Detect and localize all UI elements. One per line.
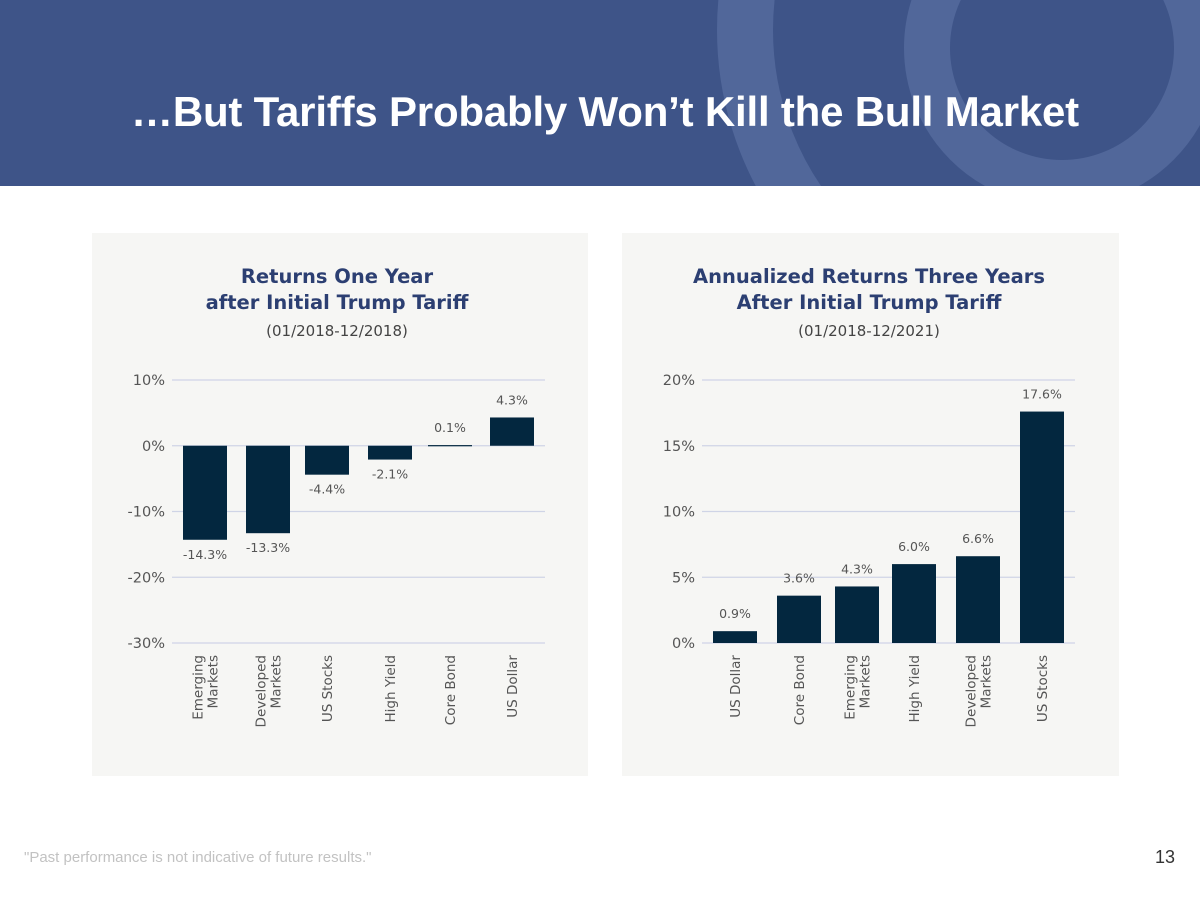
value-label: 0.1%	[434, 420, 466, 435]
y-tick-label: 20%	[663, 373, 695, 389]
chart-title-line: Returns One Year	[241, 265, 434, 288]
y-tick-label: -10%	[128, 505, 165, 521]
bar	[305, 445, 349, 475]
category-label: Markets	[206, 655, 222, 708]
value-label: -14.3%	[183, 547, 227, 562]
category-label: Markets	[858, 655, 874, 708]
category-label: US Dollar	[505, 655, 521, 718]
disclaimer-note: "Past performance is not indicative of f…	[24, 849, 372, 866]
header-arc-inner	[904, 0, 1200, 186]
category-label: Emerging	[191, 655, 207, 720]
bar	[183, 445, 227, 540]
y-tick-label: -30%	[128, 636, 165, 652]
chart-one-year: Returns One Year after Initial Trump Tari…	[128, 265, 545, 727]
value-label: 3.6%	[783, 571, 815, 586]
bar	[368, 445, 412, 460]
bar	[490, 417, 534, 446]
chart-panel-one-year: Returns One Year after Initial Trump Tari…	[92, 233, 588, 776]
category-label: Core Bond	[792, 655, 808, 725]
value-label: 6.6%	[962, 531, 994, 546]
category-label: Markets	[269, 655, 285, 708]
y-tick-label: -20%	[128, 570, 165, 586]
value-label: 4.3%	[496, 392, 528, 407]
value-label: 17.6%	[1022, 387, 1062, 402]
bar	[246, 445, 290, 534]
chart-title-line: after Initial Trump Tariff	[206, 291, 469, 314]
chart-subtitle: (01/2018-12/2018)	[266, 322, 408, 340]
category-label: US Stocks	[320, 655, 336, 722]
value-label: -4.4%	[309, 482, 345, 497]
category-label: Developed	[964, 655, 980, 727]
category-label: Markets	[979, 655, 995, 708]
value-label: 6.0%	[898, 539, 930, 554]
value-label: 4.3%	[841, 561, 873, 576]
bar	[713, 631, 757, 643]
bar	[777, 595, 821, 643]
category-label: US Stocks	[1035, 655, 1051, 722]
y-tick-label: 0%	[672, 636, 695, 652]
y-tick-label: 15%	[663, 439, 695, 455]
page-number: 13	[1154, 847, 1175, 867]
chart-title-line: Annualized Returns Three Years	[693, 265, 1045, 288]
category-label: Developed	[254, 655, 270, 727]
slide-title: …But Tariffs Probably Won’t Kill the Bul…	[131, 88, 1079, 135]
category-label: High Yield	[907, 655, 923, 722]
category-label: Core Bond	[443, 655, 459, 725]
bar	[956, 556, 1000, 643]
slide-header: …But Tariffs Probably Won’t Kill the Bul…	[0, 0, 1200, 186]
y-tick-label: 5%	[672, 570, 695, 586]
chart-three-years: Annualized Returns Three Years After Init…	[663, 265, 1075, 727]
y-tick-label: 0%	[142, 439, 165, 455]
header-decoration	[717, 0, 1200, 186]
bar	[835, 586, 879, 643]
category-label: Emerging	[843, 655, 859, 720]
chart-subtitle: (01/2018-12/2021)	[798, 322, 940, 340]
category-label: US Dollar	[728, 655, 744, 718]
category-label: High Yield	[383, 655, 399, 722]
chart-panel-three-years: Annualized Returns Three Years After Init…	[622, 233, 1119, 776]
bar	[892, 564, 936, 643]
value-label: -13.3%	[246, 540, 290, 555]
value-label: 0.9%	[719, 606, 751, 621]
chart-title-line: After Initial Trump Tariff	[737, 291, 1002, 314]
header-arc-outer	[717, 0, 822, 186]
y-tick-label: 10%	[663, 505, 695, 521]
bar	[1020, 411, 1064, 643]
value-label: -2.1%	[372, 467, 408, 482]
y-tick-label: 10%	[133, 373, 165, 389]
bar	[428, 445, 472, 447]
